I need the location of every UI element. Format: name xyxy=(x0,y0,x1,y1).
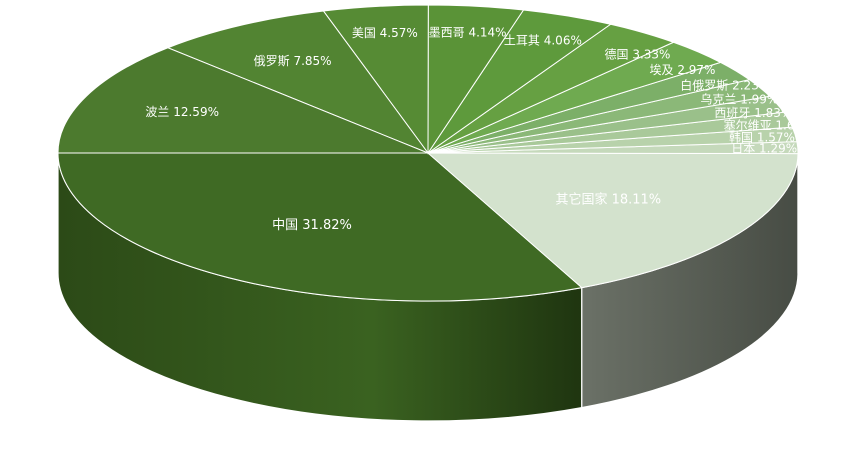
data-label-其它国家: 其它国家 18.11% xyxy=(555,192,661,208)
data-label-土耳其: 土耳其 4.06% xyxy=(504,34,582,48)
pie-slice-波兰 xyxy=(57,47,429,154)
data-label-波兰: 波兰 12.59% xyxy=(145,105,219,119)
data-label-韩国: 韩国 1.57% xyxy=(729,130,795,145)
pie-labels-group: 中国 31.82% 其它国家 18.11% 日本 1.29%韩国 1.57%塞尔维亚… xyxy=(145,26,814,233)
pie-top-group xyxy=(57,4,799,302)
data-label-白俄罗斯: 白俄罗斯 2.23% xyxy=(680,78,770,93)
data-label-美国: 美国 4.57% xyxy=(352,26,418,40)
watermark-text: 公众号 · 伯迪讯 xyxy=(739,424,837,440)
data-label-西班牙: 西班牙 1.83% xyxy=(714,106,792,120)
data-label-乌克兰: 乌克兰 1.99% xyxy=(700,92,778,107)
data-label-德国: 德国 3.33% xyxy=(605,46,671,61)
data-label-俄罗斯: 俄罗斯 7.85% xyxy=(254,54,332,68)
pie-slice-俄罗斯 xyxy=(166,10,430,155)
chat-bubbles-icon xyxy=(711,422,734,439)
data-label-中国: 中国 31.82% xyxy=(272,218,352,233)
pie-slice-中国 xyxy=(57,152,583,302)
data-label-塞尔维亚: 塞尔维亚 1.64% xyxy=(724,118,814,133)
watermark: 公众号 · 伯迪讯 xyxy=(711,421,837,441)
data-label-墨西哥: 墨西哥 4.14% xyxy=(429,26,507,40)
pie-slice-其它国家 xyxy=(426,152,799,289)
data-label-埃及: 埃及 2.97% xyxy=(650,63,716,77)
data-label-日本: 日本 1.29% xyxy=(731,142,797,156)
